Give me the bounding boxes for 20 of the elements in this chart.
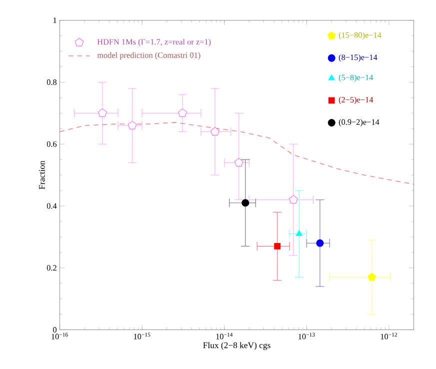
y-tick-label: 1 xyxy=(53,17,56,23)
x-axis-title: Flux (2−8 keV) cgs xyxy=(203,342,270,350)
x-tick-label: 10$^{−13}$ xyxy=(298,332,315,340)
y-tick-label: 0.2 xyxy=(46,264,56,270)
y-tick-label: 0 xyxy=(53,326,57,332)
x-tick-label: 10$^{−16}$ xyxy=(52,332,68,340)
legend-label: (5−8)e−14 xyxy=(338,74,374,82)
y-tick-label: 0.8 xyxy=(46,79,57,85)
legend-label: HDFN 1Ms (Γ=1.7, z=real or z=1) xyxy=(97,38,211,46)
legend-label: (0.9−2)e−14 xyxy=(338,118,380,126)
y-tick-label: 0.6 xyxy=(46,141,57,147)
x-tick-label: 10$^{−15}$ xyxy=(134,332,150,340)
y-tick-label: 0.4 xyxy=(46,203,57,209)
legend-label: (8−15)e−14 xyxy=(338,54,378,62)
legend-label: (15−80)e−14 xyxy=(338,32,382,40)
x-tick-label: 10$^{−14}$ xyxy=(216,332,233,340)
legend-label: model prediction (Comastri 01) xyxy=(97,52,200,60)
x-tick-label: 10$^{−12}$ xyxy=(380,332,397,340)
y-axis-title: Fraction xyxy=(38,160,45,190)
legend-label: (2−5)e−14 xyxy=(338,96,374,104)
